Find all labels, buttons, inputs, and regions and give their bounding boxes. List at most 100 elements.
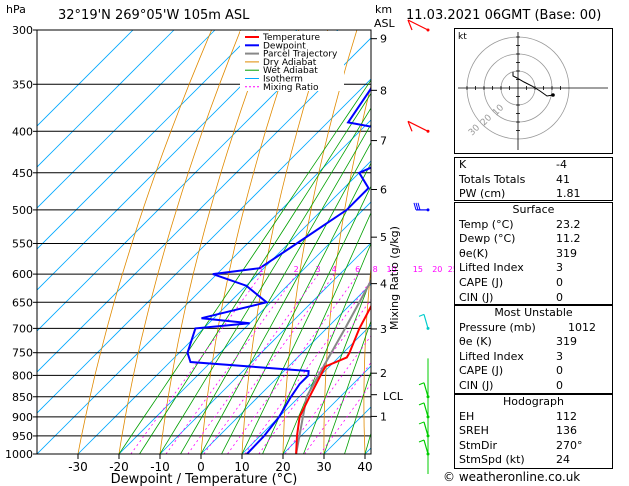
pressure-tick-label: 1000 — [5, 448, 33, 461]
wind-barb-dot — [426, 208, 430, 212]
x-tick-label: -10 — [150, 460, 170, 474]
pressure-tick-label: 450 — [12, 167, 33, 180]
pressure-tick-label: 350 — [12, 78, 33, 91]
dry-adiabat — [241, 30, 329, 454]
wind-barb-staff — [423, 421, 429, 437]
surface-temp-label: Temp (°C) — [459, 217, 514, 231]
wind-barb-dot — [426, 129, 430, 133]
wet-adiabat — [241, 185, 371, 454]
datetime-title: 11.03.2021 06GMT (Base: 00) — [406, 8, 602, 23]
stmdir-label: StmDir — [459, 438, 498, 452]
km-tick-label: 3 — [380, 323, 387, 336]
mu-cin-value: 0 — [556, 378, 563, 392]
background-lines — [37, 30, 629, 454]
km-label: km — [375, 3, 393, 16]
parcel-trajectory — [295, 278, 371, 454]
km-tick-label: 4 — [380, 278, 387, 291]
mixing-ratio-line — [165, 273, 298, 454]
surface-dewp-label: Dewp (°C) — [459, 232, 516, 246]
wet-adiabat — [282, 242, 371, 454]
hodograph-unit: kt — [458, 32, 467, 42]
mu-li-value: 3 — [556, 349, 563, 363]
hodograph-trace — [512, 72, 554, 97]
location-title: 32°19'N 269°05'W 105m ASL — [58, 8, 250, 23]
x-axis-label: Dewpoint / Temperature (°C) — [111, 472, 298, 486]
hodograph-storm-point — [551, 93, 555, 97]
pw-label: PW (cm) — [459, 187, 506, 201]
wind-barb-feather — [418, 382, 425, 386]
pressure-tick-label: 900 — [12, 411, 33, 424]
mixing-ratio-line — [304, 361, 371, 454]
mu-pres-label: Pressure (mb) — [459, 320, 536, 334]
hodograph: kt 10 20 30 — [454, 28, 613, 154]
isotherm — [37, 119, 371, 454]
x-tick-label: -30 — [68, 460, 88, 474]
stmspd-label: StmSpd (kt) — [459, 453, 525, 467]
temperature-line — [295, 304, 371, 454]
wet-adiabat — [118, 79, 371, 454]
mixing-ratio-line — [284, 335, 371, 454]
mixing-ratio-line — [244, 279, 371, 454]
mixing-ratio-labels: 1 2 3 4 6 8 10 15 20 25 — [259, 265, 458, 274]
isotherm — [159, 242, 371, 454]
stmspd-value: 24 — [556, 453, 570, 467]
mixing-ratio-line — [319, 383, 371, 454]
wind-barb-staff — [423, 314, 429, 329]
km-tick-label: 2 — [380, 367, 387, 380]
pw-value: 1.81 — [556, 187, 581, 201]
wet-adiabat — [139, 92, 371, 454]
hodograph-table: Hodograph EH 112 SREH 136 StmDir 270° StmSp… — [454, 394, 613, 469]
tt-label: Totals Totals — [459, 172, 526, 186]
wind-barb-feather — [418, 402, 425, 406]
km-tick-label: 5 — [380, 231, 387, 244]
mixing-ratio-line — [203, 273, 335, 454]
legend-entry: Dewpoint — [263, 41, 306, 51]
km-tick-label: 8 — [380, 84, 387, 97]
surface-li-value: 3 — [556, 261, 563, 275]
wind-barb — [418, 402, 430, 419]
wet-adiabat — [323, 319, 371, 454]
x-tick-label: 0 — [197, 460, 205, 474]
wind-barb-staff — [423, 439, 429, 455]
legend-entry: Wet Adiabat — [263, 66, 318, 76]
surface-li-label: Lifted Index — [459, 261, 524, 275]
dry-adiabat — [612, 30, 629, 454]
mixing-ratio-label: 25 — [448, 265, 458, 274]
pressure-tick-label: 650 — [12, 296, 33, 309]
km-axis: 1 2 3 4 5 6 7 8 9 — [371, 33, 387, 423]
pressure-tick-label: 800 — [12, 369, 33, 382]
dewpoint-line — [186, 86, 371, 454]
eh-value: 112 — [556, 409, 577, 423]
wet-adiabat — [200, 141, 371, 454]
surface-cin-value: 0 — [556, 290, 563, 304]
mu-cin-label: CIN (J) — [459, 378, 494, 392]
surface-cape-label: CAPE (J) — [459, 275, 504, 289]
mixing-ratio-line — [187, 273, 319, 454]
most-unstable-table: Most Unstable Pressure (mb) 1012 θe (K) 31… — [454, 305, 613, 394]
mu-title: Most Unstable — [494, 306, 573, 319]
pressure-tick-label: 950 — [12, 430, 33, 443]
isotherm — [200, 283, 371, 454]
wind-barb-staff — [407, 120, 429, 132]
stmdir-value: 270° — [556, 438, 583, 452]
surface-theta-label: θe(K) — [459, 246, 489, 260]
k-label: K — [459, 158, 467, 171]
isotherm — [77, 160, 371, 454]
dry-adiabat — [282, 30, 358, 454]
mu-theta-label: θe (K) — [459, 335, 492, 349]
legend-entry: Parcel Trajectory — [263, 50, 338, 60]
dry-adiabat — [77, 30, 212, 454]
mixing-ratio-label: 4 — [332, 265, 337, 274]
isotherm — [37, 30, 339, 332]
wind-barb-staff — [407, 19, 429, 31]
wind-barb-feather — [413, 202, 417, 211]
hodo-table-title: Hodograph — [503, 395, 564, 408]
dry-adiabat — [403, 30, 444, 454]
dry-adiabat — [118, 30, 241, 454]
dry-adiabat — [323, 83, 371, 454]
mixing-ratio-line — [227, 273, 359, 454]
pressure-tick-label: 500 — [12, 204, 33, 217]
wet-adiabat — [303, 277, 371, 454]
mu-pres-value: 1012 — [568, 320, 596, 334]
